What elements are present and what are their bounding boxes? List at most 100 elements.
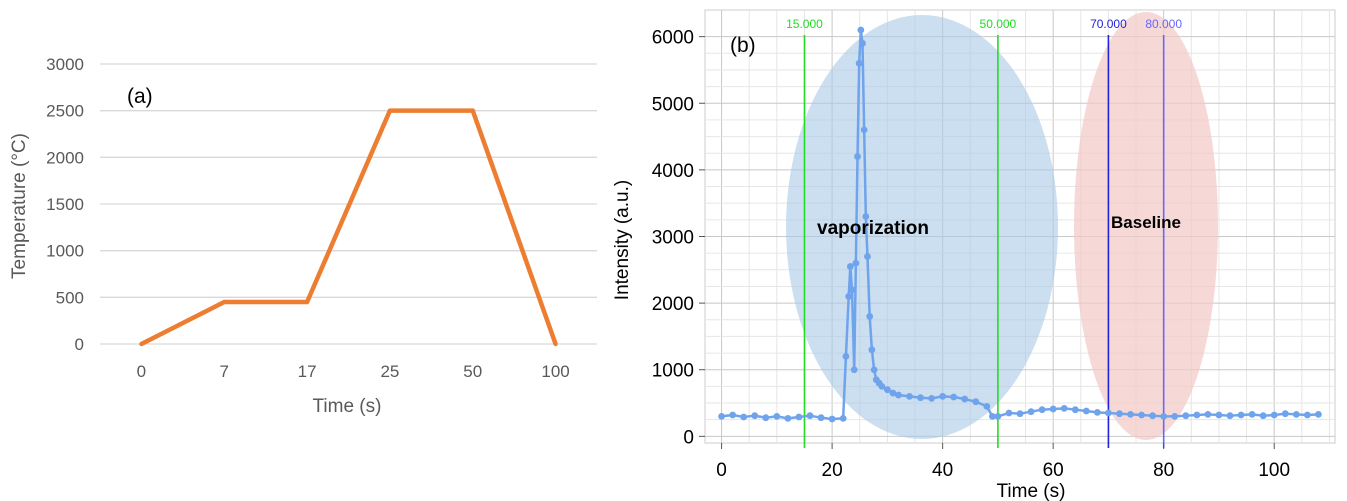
marker-label: 50.000 bbox=[980, 17, 1017, 31]
data-point bbox=[860, 126, 868, 134]
data-point bbox=[1215, 411, 1223, 419]
data-point bbox=[795, 413, 803, 421]
marker-label: 15.000 bbox=[786, 17, 823, 31]
temperature-program-chart: 0 500 1000 1500 2000 2500 3000 0 7 17 25 50 100 Time … bbox=[9, 55, 597, 417]
data-point bbox=[868, 346, 876, 354]
baseline-region-label: Baseline bbox=[1111, 213, 1181, 232]
data-point bbox=[950, 393, 958, 401]
x-tick-label: 25 bbox=[380, 362, 399, 381]
data-point bbox=[1281, 410, 1289, 418]
data-point bbox=[1049, 405, 1057, 413]
temperature-series-line bbox=[140, 108, 558, 347]
y-axis-title: Temperature (°C) bbox=[9, 133, 30, 279]
data-point bbox=[1149, 412, 1157, 420]
vaporization-region-label: vaporization bbox=[817, 218, 929, 239]
data-point bbox=[854, 153, 861, 160]
x-tick-label: 0 bbox=[716, 460, 727, 481]
data-point bbox=[1105, 409, 1112, 417]
x-tick-label: 7 bbox=[220, 362, 229, 381]
y-tick-label: 2000 bbox=[652, 294, 694, 315]
data-point bbox=[1171, 412, 1179, 420]
data-point bbox=[864, 253, 871, 260]
data-point bbox=[983, 402, 991, 410]
data-point bbox=[139, 341, 144, 347]
y-tick-label: 5000 bbox=[652, 94, 694, 115]
data-point bbox=[994, 412, 1002, 420]
y-tick-label: 1000 bbox=[46, 242, 84, 261]
x-axis-title: Time (s) bbox=[313, 396, 382, 417]
data-point bbox=[889, 389, 897, 397]
x-tick-label: 20 bbox=[822, 460, 843, 481]
data-point bbox=[1127, 410, 1134, 418]
data-point bbox=[729, 411, 737, 419]
data-point bbox=[1237, 411, 1245, 419]
x-tick-label: 100 bbox=[541, 362, 569, 381]
x-tick-label: 100 bbox=[1258, 460, 1290, 481]
data-point bbox=[870, 366, 878, 374]
y-tick-label: 0 bbox=[75, 335, 84, 354]
data-point bbox=[857, 26, 865, 34]
y-axis-title: Intensity (a.u.) bbox=[612, 180, 633, 300]
data-point bbox=[850, 366, 858, 374]
data-point bbox=[1060, 404, 1068, 412]
data-point bbox=[817, 414, 825, 422]
data-point bbox=[859, 39, 866, 47]
panel-label: (b) bbox=[730, 34, 756, 57]
data-point bbox=[1292, 410, 1300, 418]
data-point bbox=[222, 299, 227, 305]
data-point bbox=[1259, 412, 1267, 420]
data-point bbox=[895, 391, 902, 399]
data-point bbox=[988, 412, 996, 420]
data-point bbox=[883, 386, 891, 394]
data-point bbox=[1204, 410, 1212, 418]
data-point bbox=[1138, 411, 1145, 419]
y-tick-label: 6000 bbox=[652, 28, 694, 49]
data-point bbox=[972, 398, 980, 406]
data-point bbox=[1027, 408, 1035, 416]
data-point bbox=[1182, 412, 1190, 420]
data-point bbox=[839, 414, 847, 422]
data-point bbox=[855, 59, 863, 67]
marker-label: 70.000 bbox=[1090, 17, 1127, 31]
data-point bbox=[751, 412, 759, 420]
data-point bbox=[842, 353, 850, 360]
data-point bbox=[784, 414, 792, 422]
data-point bbox=[866, 313, 874, 320]
y-tick-label: 0 bbox=[683, 427, 694, 448]
y-tick-label: 3000 bbox=[46, 55, 84, 74]
data-point bbox=[1093, 408, 1101, 416]
x-tick-label: 50 bbox=[463, 362, 482, 381]
data-point bbox=[939, 392, 947, 400]
data-point bbox=[928, 394, 935, 402]
y-tick-label: 1000 bbox=[652, 361, 694, 382]
data-point bbox=[1038, 406, 1046, 414]
x-tick-label: 60 bbox=[1043, 460, 1064, 481]
data-point bbox=[1116, 410, 1123, 418]
data-point bbox=[1226, 412, 1234, 420]
data-point bbox=[1193, 411, 1201, 419]
data-point bbox=[906, 392, 913, 400]
x-tick-label: 0 bbox=[137, 362, 146, 381]
y-tick-label: 1500 bbox=[46, 195, 84, 214]
data-point bbox=[917, 394, 924, 402]
y-tick-label: 500 bbox=[56, 288, 84, 307]
data-point bbox=[718, 412, 725, 420]
y-tick-label: 3000 bbox=[652, 227, 694, 248]
data-point bbox=[1071, 406, 1079, 414]
data-point bbox=[852, 259, 860, 267]
data-point bbox=[1005, 409, 1013, 417]
data-point bbox=[848, 286, 856, 294]
data-point bbox=[846, 263, 854, 270]
data-point bbox=[1016, 410, 1024, 418]
x-tick-label: 40 bbox=[932, 460, 953, 481]
marker-label: 80.000 bbox=[1145, 17, 1182, 31]
data-point bbox=[1303, 411, 1311, 419]
y-tick-label: 4000 bbox=[652, 161, 694, 182]
x-tick-label: 80 bbox=[1153, 460, 1174, 481]
data-point bbox=[740, 413, 748, 421]
data-point bbox=[304, 299, 310, 305]
data-point bbox=[1248, 410, 1256, 418]
data-point bbox=[862, 213, 870, 220]
data-point bbox=[961, 395, 969, 403]
intensity-chart: 15.000 50.000 70.000 80.0000100020003000400… bbox=[612, 9, 1336, 501]
